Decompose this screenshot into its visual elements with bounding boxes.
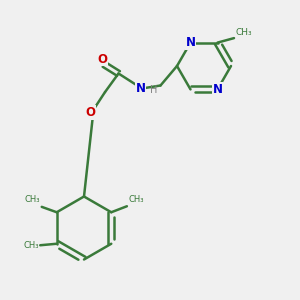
Text: CH₃: CH₃ bbox=[25, 196, 40, 205]
Text: O: O bbox=[85, 106, 96, 119]
Text: CH₃: CH₃ bbox=[236, 28, 252, 37]
Text: CH₃: CH₃ bbox=[128, 195, 144, 204]
Text: N: N bbox=[185, 36, 196, 49]
Text: CH₃: CH₃ bbox=[23, 241, 39, 250]
Text: N: N bbox=[135, 82, 146, 95]
Text: N: N bbox=[212, 83, 223, 96]
Text: H: H bbox=[150, 85, 158, 95]
Text: O: O bbox=[98, 52, 108, 66]
